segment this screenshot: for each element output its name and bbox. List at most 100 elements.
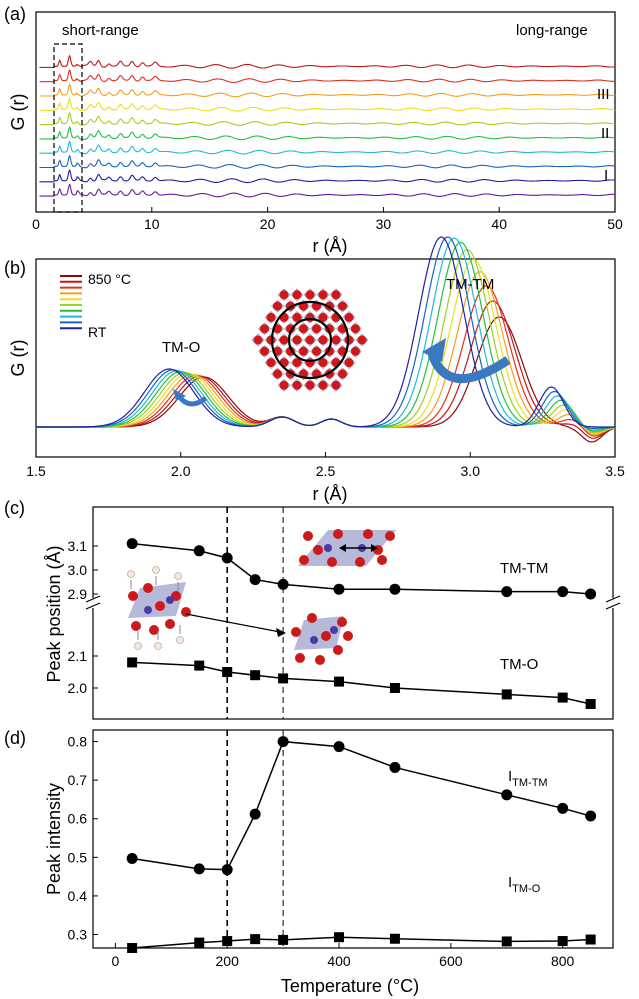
pdf-zoom-curve-10 bbox=[36, 236, 615, 428]
tm-o-point-6 bbox=[389, 683, 400, 693]
dehydrated-oxygen-0 bbox=[291, 627, 301, 637]
i-tm-o-point-1 bbox=[194, 937, 205, 948]
hydrated-oxygen-2 bbox=[155, 601, 165, 611]
panel-a: (a) short-range long-range III II I 0 10 2… bbox=[4, 4, 623, 256]
panel-d: (d) 0.30.40.50.60.70.80 200 400 600 800 ITM-… bbox=[4, 728, 614, 996]
panel-c: (c) 2.9 3.0 3.1 2.0 2.1 TM-TM TM-O Peak posi… bbox=[4, 498, 621, 720]
tm-tm-point-9 bbox=[585, 588, 597, 600]
panel-d-series bbox=[126, 736, 597, 953]
panel-b: (b) 850 °C RT TM-O TM-TM 1.5 2.0 2.5 3.0 3.5… bbox=[4, 236, 625, 504]
hydrated-metal-1 bbox=[166, 596, 174, 604]
pdf-curve-2 bbox=[39, 169, 615, 184]
tm-o-point-2 bbox=[222, 667, 233, 677]
dehydration-arrow bbox=[185, 613, 281, 633]
tm-tm-point-3 bbox=[249, 574, 261, 586]
oxygen-atom-56 bbox=[331, 290, 341, 300]
short-range-box bbox=[53, 43, 83, 213]
oxygen-atom-35 bbox=[292, 290, 302, 300]
oxygen-atom-49 bbox=[344, 358, 354, 368]
hydrated-oxygen-5 bbox=[149, 625, 159, 635]
i-tm-tm-point-0 bbox=[126, 852, 138, 864]
i-tm-o-point-6 bbox=[389, 933, 400, 944]
d-x-tick-label-1: 200 bbox=[216, 953, 240, 969]
oxygen-atom-2 bbox=[266, 358, 276, 368]
tm-o-point-1 bbox=[194, 660, 205, 671]
tm-o-point-7 bbox=[501, 689, 512, 700]
a-tick-label-2: 20 bbox=[260, 216, 276, 232]
dehydrated-oxygen-6 bbox=[333, 645, 343, 655]
oxygen-atom-31 bbox=[312, 346, 321, 356]
panel-c-series bbox=[126, 538, 597, 709]
panel-c-y-ticks: 2.9 3.0 3.1 2.0 2.1 bbox=[68, 538, 98, 696]
oxygen-atom-32 bbox=[318, 358, 328, 368]
coordination-circle-inner bbox=[287, 317, 333, 363]
tm-o-point-5 bbox=[334, 676, 345, 687]
i-tm-tm-point-4 bbox=[277, 736, 289, 748]
legend-top-label: 850 °C bbox=[88, 271, 131, 287]
panel-a-x-ticks: 0 10 20 30 40 50 bbox=[32, 207, 623, 232]
b-tick-label-2: 2.5 bbox=[316, 463, 336, 479]
panel-d-ylabel: Peak intensity bbox=[44, 783, 64, 895]
oxygen-atom-55 bbox=[351, 346, 360, 356]
tm-tm-shift-arrow bbox=[427, 352, 511, 384]
oxygen-atom-5 bbox=[260, 324, 269, 334]
panel-d-label: (d) bbox=[4, 728, 26, 748]
oxygen-atom-57 bbox=[338, 301, 347, 311]
oxygen-atom-13 bbox=[279, 335, 289, 345]
hydrated-oxygen-6 bbox=[165, 619, 175, 629]
d-y-tick-label-1: 0.4 bbox=[68, 888, 88, 904]
tm-tm-chain-inset-oxygen-2 bbox=[363, 529, 373, 539]
i-tm-o-point-7 bbox=[501, 936, 512, 947]
oxygen-atom-29 bbox=[299, 324, 308, 334]
oxygen-atom-26 bbox=[279, 290, 289, 300]
panel-a-label: (a) bbox=[4, 4, 26, 24]
panel-a-frame bbox=[35, 11, 616, 213]
pdf-curve-1 bbox=[39, 183, 615, 198]
panel-b-ylabel: G (r) bbox=[8, 340, 28, 377]
d-y-tick-label-3: 0.6 bbox=[68, 811, 88, 827]
hydrogen-atom-2 bbox=[174, 572, 182, 580]
panel-d-ticks: 0.3 0.4 0.5 0.6 0.7 0.8 0 200 400 600 800 bbox=[68, 734, 575, 969]
oxygen-atom-18 bbox=[273, 301, 282, 311]
oxygen-atom-37 bbox=[305, 312, 315, 322]
hydrated-oxygen-7 bbox=[181, 607, 191, 617]
group-i-label: I bbox=[604, 167, 608, 184]
tm-o-series-label: TM-O bbox=[500, 656, 538, 673]
d-y-tick-label-0: 0.3 bbox=[68, 926, 88, 942]
i-tm-tm-main: I bbox=[508, 768, 512, 785]
tm-tm-point-8 bbox=[557, 586, 569, 598]
a-tick-label-0: 0 bbox=[32, 216, 40, 232]
tm-tm-label: TM-TM bbox=[446, 276, 494, 293]
i-tm-o-point-5 bbox=[334, 932, 345, 943]
dehydrated-oxygen-2 bbox=[321, 631, 331, 641]
dehydrated-oxygen-7 bbox=[343, 631, 353, 641]
i-tm-tm-point-2 bbox=[221, 864, 233, 876]
pdf-curve-6 bbox=[39, 111, 615, 126]
tm-tm-line bbox=[132, 542, 591, 595]
d-y-tick-label-2: 0.5 bbox=[68, 849, 88, 865]
i-tm-tm-point-1 bbox=[193, 863, 205, 875]
a-tick-label-5: 50 bbox=[607, 216, 623, 232]
d-x-tick-label-3: 600 bbox=[439, 953, 463, 969]
pdf-curve-9 bbox=[39, 68, 615, 84]
pdf-zoom-curve-9 bbox=[36, 236, 616, 429]
hydrogen-atom-3 bbox=[134, 642, 142, 650]
oxygen-atom-11 bbox=[266, 312, 276, 322]
oxygen-atom-42 bbox=[338, 369, 347, 379]
tm-tm-point-7 bbox=[501, 586, 513, 598]
tm-o-line bbox=[132, 661, 591, 705]
d-y-tick-label-5: 0.8 bbox=[68, 734, 88, 750]
tm-tm-chain-inset-oxygen-1 bbox=[333, 529, 343, 539]
panel-a-ylabel: G (r) bbox=[8, 94, 28, 131]
oxygen-atom-60 bbox=[357, 335, 367, 345]
oxygen-atom-45 bbox=[318, 312, 328, 322]
panel-a-xlabel: r (Å) bbox=[313, 236, 348, 256]
b-tick-label-0: 1.5 bbox=[26, 463, 46, 479]
oxygen-atom-17 bbox=[305, 380, 315, 390]
temperature-legend bbox=[60, 275, 82, 330]
dehydrated-slab bbox=[294, 616, 344, 650]
b-tick-label-4: 3.5 bbox=[605, 463, 625, 479]
b-tick-label-1: 2.0 bbox=[171, 463, 191, 479]
a-tick-label-1: 10 bbox=[144, 216, 160, 232]
i-tm-tm-point-3 bbox=[249, 808, 261, 820]
